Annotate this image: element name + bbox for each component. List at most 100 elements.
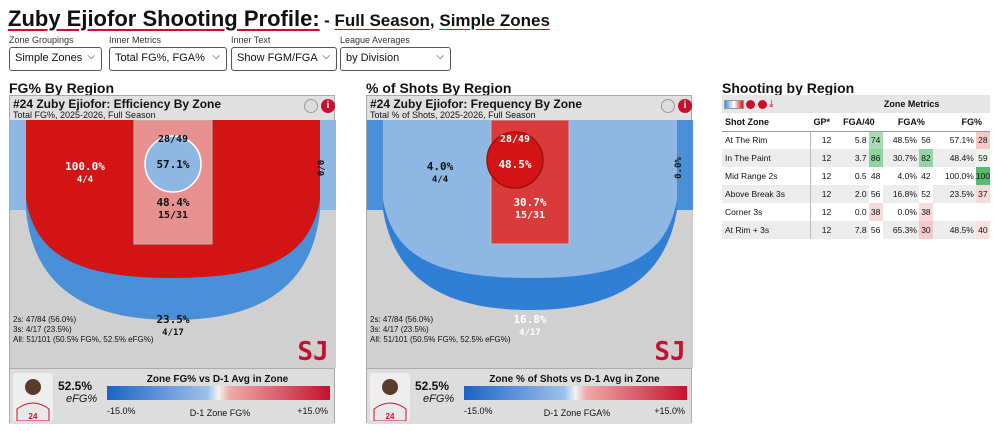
mid-frac: 4/4	[77, 175, 94, 185]
inner-text-select[interactable]: Show FGM/FGA ⌵	[231, 47, 337, 71]
stat-2s: 2s: 47/84 (56.0%)	[13, 315, 77, 324]
zone-cell: Above Break 3s	[722, 185, 811, 203]
gp-cell: 12	[810, 167, 834, 185]
league-averages-select[interactable]: by Division ⌵	[340, 47, 451, 71]
fgap-rank: 82	[918, 149, 933, 167]
fg-cell	[932, 203, 976, 221]
rim-zone	[144, 135, 202, 193]
info-icon[interactable]	[757, 99, 767, 109]
gp-cell: 12	[810, 131, 834, 149]
col-gp[interactable]: GP*	[810, 113, 834, 132]
inner-text-value: Show FGM/FGA	[237, 52, 318, 64]
fg-panel-subtitle: Total FG%, 2025-2026, Full Season	[13, 110, 156, 120]
settings-icon[interactable]	[746, 99, 756, 109]
fg-rank: 37	[975, 185, 990, 203]
fgap-rank: 42	[918, 167, 933, 185]
rim-frac: 28/49	[158, 134, 188, 145]
fg-shot-stats: 2s: 47/84 (56.0%) 3s: 4/17 (23.5%) All: …	[13, 315, 154, 345]
shots-panel: #24 Zuby Ejiofor: Frequency By Zone Tota…	[366, 95, 693, 424]
rim-frac: 28/49	[500, 134, 530, 145]
league-averages-value: by Division	[346, 52, 400, 64]
col-fgap[interactable]: FGA%	[882, 113, 933, 132]
fgap-cell: 4.0%	[882, 167, 919, 185]
chevron-down-icon: ⌵	[436, 51, 444, 62]
fga40-cell: 5.8	[833, 131, 869, 149]
fg-cell: 48.5%	[932, 221, 976, 239]
legend-gradient-bar	[464, 386, 687, 400]
left-corner-zone	[367, 120, 383, 210]
fg-rank: 100	[975, 167, 990, 185]
stat-all: All: 51/101 (50.5% FG%, 52.5% eFG%)	[370, 335, 511, 344]
efg-label: eFG%	[66, 393, 98, 405]
legend-high: +15.0%	[654, 406, 685, 416]
info-icon[interactable]: i	[678, 99, 692, 113]
col-fg[interactable]: FG%	[932, 113, 990, 132]
fga40-cell: 0.5	[833, 167, 869, 185]
fga40-rank: 48	[868, 167, 883, 185]
legend-low: -15.0%	[107, 406, 136, 416]
table-row: In The Paint 12 3.7 86 30.7% 82 48.4% 59	[722, 149, 990, 167]
efg-label: eFG%	[423, 393, 455, 405]
player-avatar: 24	[13, 373, 53, 421]
rim-zone	[486, 131, 544, 189]
zones-filter-link[interactable]: Simple Zones	[439, 11, 550, 30]
shots-panel-title: #24 Zuby Ejiofor: Frequency By Zone	[370, 97, 583, 111]
mid-pct: 100.0%	[65, 160, 105, 173]
zone-cell: At The Rim	[722, 131, 811, 149]
toggle-icon[interactable]	[661, 99, 675, 113]
fgap-rank: 38	[918, 203, 933, 221]
col-shot-zone[interactable]: Shot Zone	[722, 113, 811, 132]
fg-rank: 28	[975, 131, 990, 149]
team-logo: SJ	[297, 337, 328, 367]
page-title: Zuby Ejiofor Shooting Profile: - Full Se…	[8, 6, 550, 32]
efg-value: 52.5%	[58, 379, 93, 393]
fgap-cell: 30.7%	[882, 149, 919, 167]
chevron-down-icon: ⌵	[322, 51, 330, 62]
title-dash: -	[324, 11, 335, 30]
info-icon[interactable]: i	[321, 99, 335, 113]
season-filter-link[interactable]: Full Season	[334, 11, 430, 30]
corner-value: 0.0%	[674, 157, 684, 179]
fg-panel-header: #24 Zuby Ejiofor: Efficiency By Zone Tot…	[10, 96, 335, 120]
download-icon[interactable]: ⤓	[769, 98, 774, 110]
shots-legend: 24 52.5% eFG% Zone % of Shots vs D-1 Avg…	[367, 368, 691, 424]
three-frac: 4/17	[519, 328, 541, 338]
mid-frac: 4/4	[432, 175, 449, 185]
shots-court-chart: 28/49 48.5% 30.7% 15/31 4.0% 4/4 0.0% 16…	[367, 120, 693, 368]
chevron-down-icon: ⌵	[212, 51, 220, 62]
table-row: At The Rim 12 5.8 74 48.5% 56 57.1% 28	[722, 131, 990, 149]
corner-value: 0/0	[317, 160, 327, 176]
paint-pct: 30.7%	[513, 196, 546, 209]
league-averages-label: League Averages	[340, 35, 410, 45]
fga40-rank: 56	[868, 185, 883, 203]
fg-cell: 23.5%	[932, 185, 976, 203]
table-row: At Rim + 3s 12 7.8 56 65.3% 30 48.5% 40	[722, 221, 990, 239]
rim-pct: 48.5%	[498, 158, 531, 171]
color-scale-icon[interactable]	[724, 99, 744, 109]
inner-metrics-value: Total FG%, FGA%	[115, 52, 205, 64]
paint-frac: 15/31	[515, 210, 545, 221]
fga40-cell: 3.7	[833, 149, 869, 167]
table-section-title: Shooting by Region	[722, 80, 855, 96]
table-tools: ⤓	[722, 95, 833, 113]
jersey-number: 24	[386, 412, 395, 421]
inner-metrics-select[interactable]: Total FG%, FGA% ⌵	[109, 47, 227, 71]
player-title: Zuby Ejiofor Shooting Profile:	[8, 6, 320, 31]
zone-groupings-label: Zone Groupings	[9, 35, 74, 45]
fgap-cell: 16.8%	[882, 185, 919, 203]
fgap-cell: 65.3%	[882, 221, 919, 239]
chevron-down-icon: ⌵	[87, 51, 95, 62]
col-fga40[interactable]: FGA/40	[833, 113, 883, 132]
three-pct: 16.8%	[513, 313, 546, 326]
fg-cell: 100.0%	[932, 167, 976, 185]
toggle-icon[interactable]	[304, 99, 318, 113]
table-row: Corner 3s 12 0.0 38 0.0% 38	[722, 203, 990, 221]
shots-panel-header: #24 Zuby Ejiofor: Frequency By Zone Tota…	[367, 96, 692, 120]
fg-cell: 57.1%	[932, 131, 976, 149]
jersey-number: 24	[29, 412, 38, 421]
zone-groupings-select[interactable]: Simple Zones ⌵	[9, 47, 102, 71]
table-row: Above Break 3s 12 2.0 56 16.8% 52 23.5% 37	[722, 185, 990, 203]
right-corner-zone	[677, 120, 693, 210]
stat-all: All: 51/101 (50.5% FG%, 52.5% eFG%)	[13, 335, 154, 344]
stat-3s: 3s: 4/17 (23.5%)	[13, 325, 72, 334]
